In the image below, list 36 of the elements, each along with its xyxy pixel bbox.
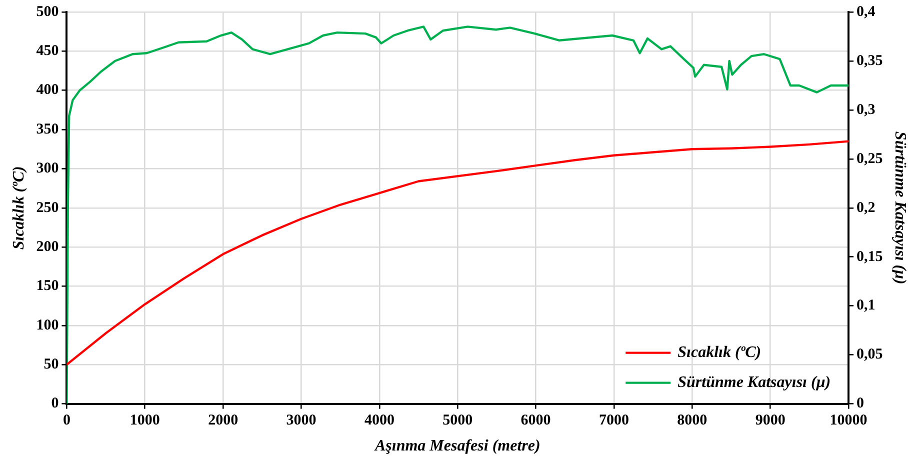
legend-label: Sürtünme Katsayısı (μ) (678, 374, 831, 391)
x-tick-label: 3000 (286, 412, 316, 429)
x-tick-label: 6000 (520, 412, 551, 429)
x-tick-label: 2000 (208, 412, 238, 429)
y-tick-label: 50 (44, 356, 59, 372)
y2-tick-label: 0 (856, 396, 864, 412)
y-tick-label: 100 (36, 317, 59, 334)
y-tick-label: 450 (36, 43, 59, 60)
y-axis-title: Sıcaklık (ºC) (10, 166, 28, 250)
y2-tick-label: 0,25 (856, 150, 883, 167)
x-tick-label: 5000 (442, 412, 473, 429)
x-tick-label: 8000 (677, 412, 708, 429)
y2-axis-title: Sürtünme Katsayısı (μ) (891, 131, 908, 284)
x-tick-label: 4000 (364, 412, 394, 429)
legend-label: Sıcaklık (ºC) (678, 344, 762, 361)
y-tick-label: 400 (36, 82, 59, 98)
x-axis-title: Aşınma Mesafesi (metre) (374, 438, 540, 455)
y2-tick-label: 0,05 (856, 346, 883, 363)
y2-tick-label: 0,1 (856, 298, 876, 314)
y-tick-label: 350 (36, 121, 59, 138)
y-tick-label: 0 (51, 396, 59, 412)
y-tick-label: 300 (36, 160, 59, 177)
x-tick-label: 9000 (755, 412, 786, 429)
y2-tick-label: 0,3 (856, 102, 876, 118)
x-tick-label: 7000 (598, 412, 629, 429)
y-tick-label: 150 (36, 278, 59, 294)
x-tick-label: 10000 (830, 412, 868, 429)
y2-tick-label: 0,35 (856, 52, 883, 69)
x-tick-label: 0 (62, 412, 70, 429)
x-tick-label: 1000 (130, 412, 160, 429)
y2-tick-label: 0,2 (856, 200, 876, 216)
y2-tick-label: 0,4 (856, 4, 876, 20)
y-tick-label: 250 (36, 200, 59, 216)
y-tick-label: 500 (36, 4, 59, 20)
y2-tick-label: 0,15 (856, 248, 883, 265)
y-tick-label: 200 (36, 238, 59, 255)
